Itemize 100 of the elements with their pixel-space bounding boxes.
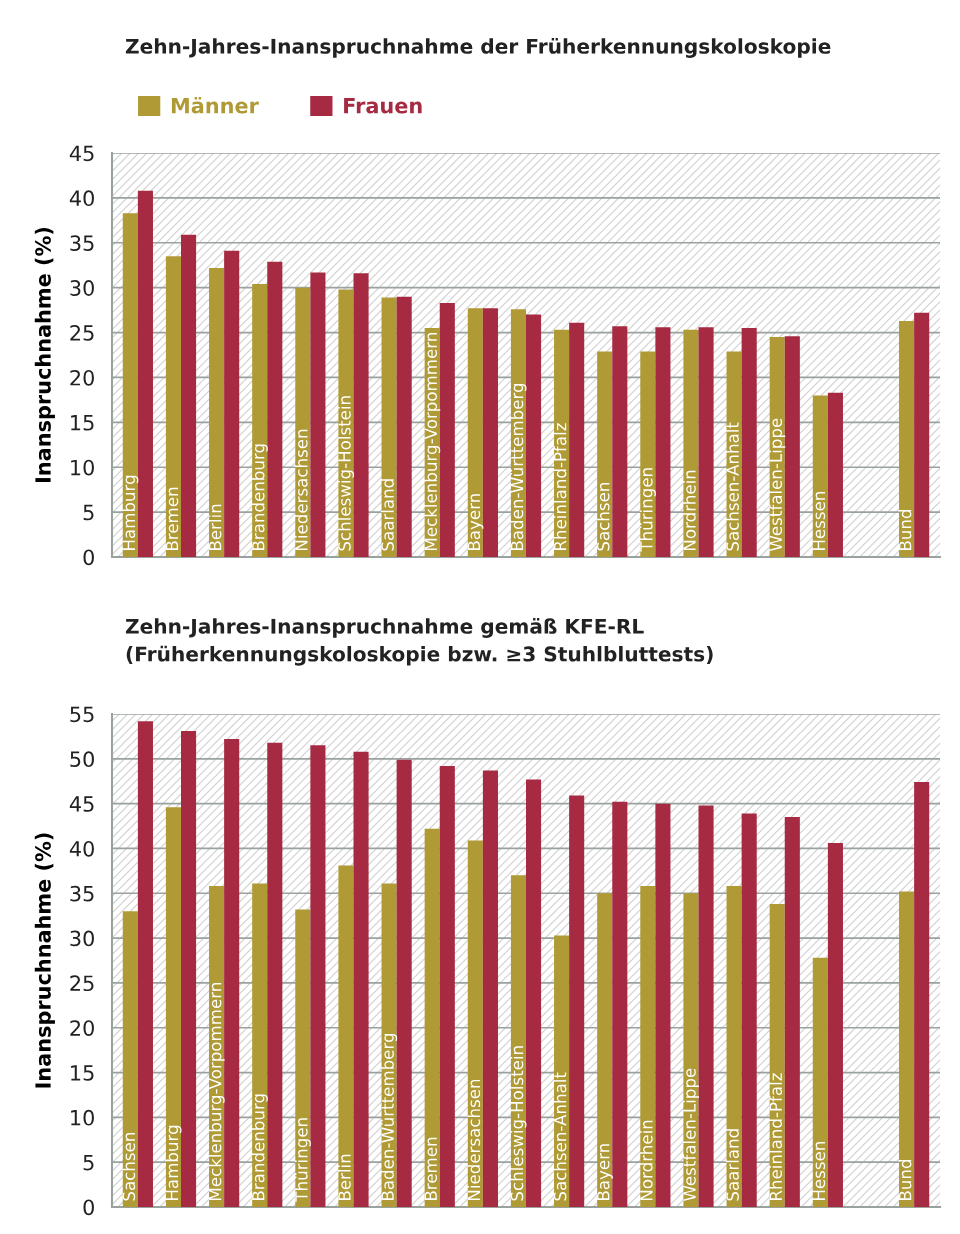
x-tick-label: Baden-Württemberg [381, 1033, 398, 1200]
bar [769, 904, 785, 1207]
bar [252, 284, 268, 557]
bar [827, 392, 843, 557]
bar [612, 326, 628, 557]
bar [698, 805, 714, 1207]
y-tick-label: 5 [83, 504, 94, 521]
bar [295, 909, 311, 1207]
bar [252, 883, 268, 1207]
y-tick-label: 40 [69, 840, 94, 857]
x-tick-label: Niedersachsen [294, 429, 308, 550]
bar [812, 395, 828, 557]
bar [899, 320, 915, 557]
x-tick-label: Schleswig-Holstein [510, 1046, 527, 1201]
bar [569, 322, 585, 557]
y-tick-label: 25 [70, 975, 94, 992]
x-tick-label: Rheinland-Pfalz [769, 1073, 783, 1200]
x-tick-label: Westfalen-Lippe [769, 418, 786, 552]
bar [482, 770, 498, 1207]
x-tick-label: Nordrhein [682, 470, 696, 550]
x-tick-label: Westfalen-Lippe [682, 1068, 700, 1202]
bar [812, 957, 828, 1207]
x-tick-label: Thüringen [639, 468, 656, 552]
x-tick-label: Schleswig-Holstein [337, 396, 355, 551]
bar [267, 742, 283, 1207]
y-tick-label: 10 [71, 459, 94, 476]
bar [827, 843, 843, 1207]
x-tick-label: Mecklenburg-Vorpommern [424, 333, 441, 550]
x-tick-label: Berlin [337, 1154, 351, 1200]
x-tick-label: Sachsen [596, 483, 610, 551]
x-tick-label: Saarland [381, 479, 394, 551]
y-tick-label: 5 [83, 1154, 94, 1171]
bar [338, 865, 354, 1207]
x-tick-label: Hamburg [122, 475, 139, 550]
bar [181, 234, 197, 557]
bar [267, 261, 283, 557]
x-tick-label: Brandenburg [251, 1094, 268, 1200]
y-tick-label: 0 [83, 549, 94, 566]
bar [741, 328, 757, 557]
y-axis-title: Inanspruchnahme (%) [34, 833, 55, 1088]
bar [122, 213, 138, 557]
bar [122, 911, 138, 1207]
y-tick-label: 45 [69, 796, 94, 812]
x-tick-label: Hessen [812, 1142, 826, 1200]
y-tick-label: 55 [70, 706, 94, 723]
x-tick-label: Bremen [165, 487, 179, 550]
x-tick-label: Bayern [467, 494, 484, 550]
bar [224, 250, 240, 557]
bar [467, 308, 483, 557]
bar [612, 801, 628, 1207]
chart-title: Zehn-Jahres-Inanspruchnahme der Früherkennungskoloskopie [125, 38, 831, 58]
y-tick-label: 0 [83, 1199, 94, 1216]
bar [698, 327, 714, 557]
x-tick-label: Sachsen-Anhalt [726, 422, 739, 551]
bar [526, 779, 542, 1207]
x-tick-label: Hessen [812, 492, 826, 550]
bar [726, 886, 742, 1207]
x-tick-label: Brandenburg [251, 444, 268, 550]
bar [353, 751, 369, 1207]
x-tick-label: Nordrhein [639, 1120, 653, 1200]
x-tick-label: Baden-Württemberg [510, 383, 527, 550]
bar [310, 272, 326, 557]
bar [396, 296, 412, 557]
x-tick-label: Bayern [597, 1144, 613, 1200]
bar [424, 828, 440, 1207]
y-tick-label: 45 [69, 145, 94, 162]
bar [482, 308, 498, 557]
bar [137, 721, 153, 1207]
y-tick-label: 35 [70, 885, 94, 902]
bar [396, 759, 412, 1207]
y-tick-label: 35 [70, 235, 94, 251]
bar [784, 817, 800, 1207]
y-tick-label: 30 [70, 280, 94, 296]
y-axis-title: Inanspruchnahme (%) [34, 227, 55, 482]
bar [640, 886, 656, 1207]
bar [655, 803, 671, 1207]
x-tick-label: Saarland [726, 1129, 739, 1201]
x-tick-label: Berlin [208, 504, 222, 550]
bar [165, 807, 181, 1207]
bar [597, 351, 613, 557]
bar [914, 312, 930, 557]
y-tick-label: 50 [70, 751, 94, 768]
y-tick-label: 20 [70, 369, 94, 386]
x-tick-label: Mecklenburg-Vorpommern [208, 983, 225, 1200]
x-tick-label: Hamburg [165, 1125, 182, 1200]
bar [914, 782, 930, 1207]
bar [338, 289, 354, 557]
y-tick-label: 40 [69, 190, 94, 207]
x-tick-label: Bund [898, 1160, 912, 1200]
bar [655, 327, 671, 557]
y-tick-label: 20 [70, 1020, 94, 1036]
bar [741, 813, 757, 1207]
bar [353, 273, 369, 557]
bar [224, 739, 240, 1207]
bar [381, 297, 397, 557]
bar [209, 267, 225, 557]
y-tick-label: 15 [71, 415, 94, 431]
legend-label: Frauen [344, 98, 422, 114]
bar [467, 840, 483, 1207]
bar [640, 351, 656, 557]
